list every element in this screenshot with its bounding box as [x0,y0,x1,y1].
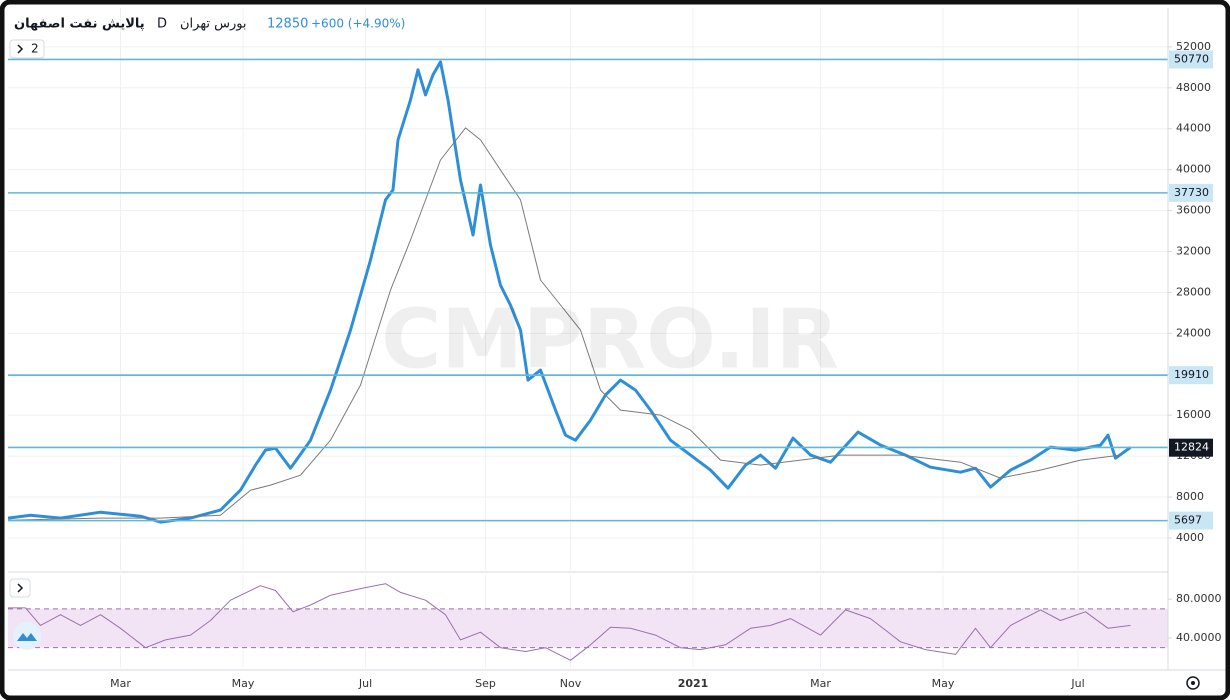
y-tick-label: 48000 [1176,81,1211,94]
price-change: +600 (+4.90%) [311,17,405,31]
pane [8,575,1168,668]
y-tick-label: 44000 [1176,122,1211,135]
pane [8,8,1168,570]
logo[interactable] [13,622,41,650]
level-label-box [1169,50,1213,69]
level-label: 19910 [1174,368,1209,381]
settings-button[interactable] [1186,676,1200,690]
interval: D [157,17,167,32]
y-tick-label: 80.0000 [1176,592,1222,605]
x-tick-label: Mar [110,677,131,690]
x-tick-label: May [232,677,255,690]
level-label-box [1169,511,1213,530]
y-tick-label: 8000 [1176,490,1204,503]
y-tick-label: 28000 [1176,285,1211,298]
rsi-band [8,608,1168,648]
y-tick-label: 36000 [1176,204,1211,217]
y-tick-label: 4000 [1176,531,1204,544]
exchange: بورس تهران [180,17,247,32]
x-tick-label: 2021 [678,677,709,690]
y-tick-label: 32000 [1176,245,1211,258]
plot-layer: 4000800012000160002000024000280003200036… [8,8,1222,690]
symbol-name: پالایش نفت اصفهان [14,17,145,32]
series-line [8,127,1121,521]
y-tick-label: 24000 [1176,326,1211,339]
indicators-toggle[interactable]: 2 [9,39,45,59]
series-line [8,583,1131,661]
last-price: 12850 [267,17,308,32]
y-tick-label: 40.0000 [1176,631,1222,644]
x-tick-label: Nov [560,677,582,690]
y-tick-label: 52000 [1176,40,1211,53]
x-tick-label: Jul [358,677,372,690]
level-label: 5697 [1174,514,1202,527]
level-label-box [1169,183,1213,202]
indicators-count: 2 [31,42,39,56]
level-label: 37730 [1174,186,1209,199]
x-tick-label: Sep [475,677,496,690]
price-label-box [1169,438,1213,457]
level-label-box [1169,366,1213,385]
watermark: CMPRO.IR [381,292,839,387]
y-tick-label: 40000 [1176,163,1211,176]
level-label: 50770 [1174,52,1209,65]
price-label: 12824 [1174,441,1209,454]
y-tick-label: 16000 [1176,408,1211,421]
x-tick-label: Mar [810,677,831,690]
x-tick-label: May [932,677,955,690]
x-tick-label: Jul [1070,677,1084,690]
rsi-toggle[interactable] [9,578,31,598]
